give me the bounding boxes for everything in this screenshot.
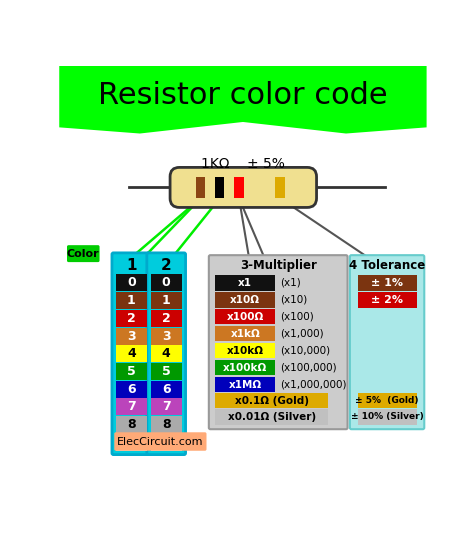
Bar [116,381,147,398]
Text: 2: 2 [161,258,172,273]
FancyBboxPatch shape [170,167,317,208]
Text: 5: 5 [162,365,171,378]
Text: 3-Multiplier: 3-Multiplier [240,259,317,272]
Bar [357,393,417,408]
Bar [215,393,328,408]
Text: 6: 6 [162,383,171,396]
Bar [196,176,205,198]
Bar [116,328,147,345]
Bar [357,409,417,425]
Text: 1KΩ    ± 5%: 1KΩ ± 5% [201,157,285,172]
Text: ElecCircuit.com: ElecCircuit.com [117,437,204,447]
Text: 5: 5 [127,365,136,378]
Polygon shape [59,66,427,134]
Text: 0: 0 [162,276,171,289]
Text: (x1,000): (x1,000) [280,329,324,339]
FancyBboxPatch shape [114,432,207,451]
Bar [215,377,275,392]
Text: 4 Tolerance: 4 Tolerance [349,259,425,272]
Bar [215,326,275,341]
Text: ± 1%: ± 1% [371,278,403,288]
FancyBboxPatch shape [67,245,100,262]
Text: 8: 8 [162,418,171,431]
Bar [275,176,284,198]
Bar [116,398,147,415]
Text: 9: 9 [162,436,171,449]
Bar [116,434,147,451]
Text: x1MΩ: x1MΩ [228,380,262,390]
Bar [151,363,182,380]
Text: 4: 4 [162,347,171,360]
Bar [151,434,182,451]
FancyBboxPatch shape [147,253,186,455]
Text: 8: 8 [127,418,136,431]
Bar [116,416,147,433]
Bar [151,328,182,345]
Text: 7: 7 [162,401,171,413]
Bar [116,275,147,292]
Text: (x10,000): (x10,000) [280,346,330,356]
Text: 4: 4 [127,347,136,360]
Text: x10kΩ: x10kΩ [227,346,264,356]
Text: (x1): (x1) [280,278,301,288]
Bar [151,345,182,362]
Text: 3: 3 [127,329,136,342]
Bar [215,275,275,290]
FancyBboxPatch shape [350,255,424,429]
Text: x0.01Ω (Silver): x0.01Ω (Silver) [228,412,316,422]
Text: (x100): (x100) [280,312,314,322]
Bar [215,292,275,307]
Text: x10Ω: x10Ω [230,295,260,305]
Bar [151,310,182,327]
Text: 1: 1 [162,294,171,307]
Bar [234,176,244,198]
Bar [116,292,147,309]
Text: 6: 6 [127,383,136,396]
Text: 7: 7 [127,401,136,413]
Text: x100Ω: x100Ω [227,312,264,322]
Bar [215,176,225,198]
Bar [215,409,328,425]
Text: 1: 1 [127,294,136,307]
Text: x100kΩ: x100kΩ [223,363,267,373]
Bar [357,275,417,290]
Text: 0: 0 [127,276,136,289]
Bar [357,292,417,307]
Text: x1kΩ: x1kΩ [230,329,260,339]
Text: ± 2%: ± 2% [371,295,403,305]
Text: 1: 1 [126,258,137,273]
Bar [215,309,275,324]
Bar [215,343,275,358]
Bar [151,398,182,415]
Bar [151,275,182,292]
Text: Resistor color code: Resistor color code [98,81,388,110]
Text: 2: 2 [162,312,171,325]
Bar [116,363,147,380]
Bar [151,292,182,309]
Bar [215,360,275,375]
FancyBboxPatch shape [209,255,347,429]
Text: 2: 2 [127,312,136,325]
Bar [116,345,147,362]
Bar [151,381,182,398]
Bar [151,416,182,433]
Text: ± 10% (Silver): ± 10% (Silver) [351,413,423,421]
Bar [116,310,147,327]
Text: Color: Color [67,249,100,259]
Text: ± 5%  (Gold): ± 5% (Gold) [356,396,419,405]
Text: (x10): (x10) [280,295,307,305]
Text: 9: 9 [127,436,136,449]
Text: (x100,000): (x100,000) [280,363,337,373]
Text: (x1,000,000): (x1,000,000) [280,380,346,390]
Text: x1: x1 [238,278,252,288]
Text: 3: 3 [162,329,171,342]
Text: x0.1Ω (Gold): x0.1Ω (Gold) [235,396,309,406]
FancyBboxPatch shape [112,253,151,455]
